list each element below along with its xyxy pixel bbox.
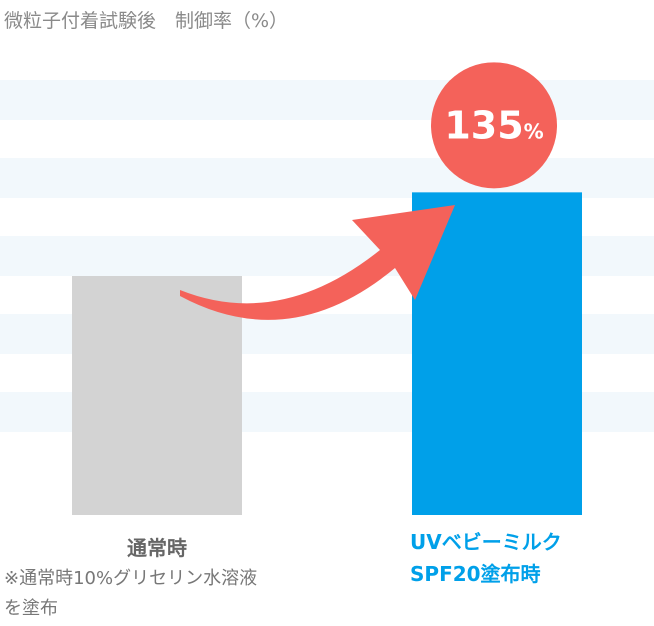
- category-label: UVベビーミルク SPF20塗布時: [410, 530, 562, 586]
- category-label: 通常時: [127, 536, 187, 560]
- value-label: 135%: [444, 103, 543, 147]
- bar: [72, 276, 242, 515]
- chart-title: 微粒子付着試験後 制御率（%）: [4, 10, 289, 32]
- bar: [412, 192, 582, 515]
- arrow: [180, 205, 455, 320]
- value-badge: [431, 62, 557, 189]
- footnote: ※通常時10%グリセリン水溶液 を塗布: [4, 568, 258, 619]
